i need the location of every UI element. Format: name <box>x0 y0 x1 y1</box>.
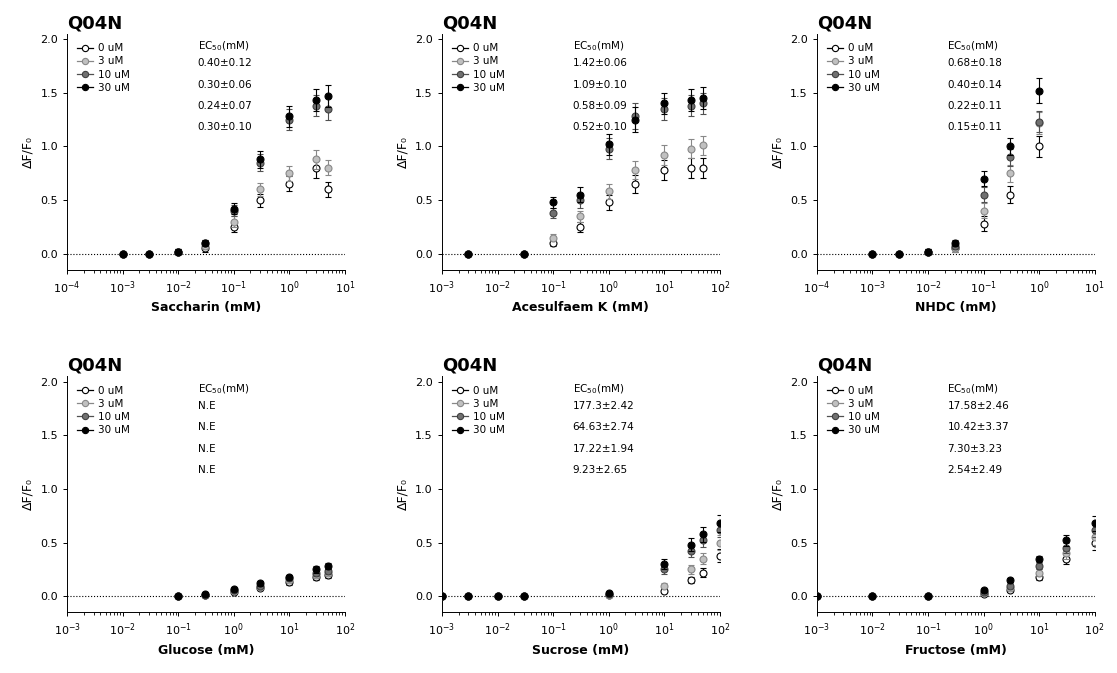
Legend: 0 uM, 3 uM, 10 uM, 30 uM: 0 uM, 3 uM, 10 uM, 30 uM <box>450 384 507 437</box>
Text: 10.42±3.37: 10.42±3.37 <box>947 422 1009 432</box>
X-axis label: NHDC (mM): NHDC (mM) <box>915 301 996 314</box>
Text: Q04N: Q04N <box>817 14 872 32</box>
Text: 17.22±1.94: 17.22±1.94 <box>573 444 634 454</box>
Y-axis label: ΔF/F₀: ΔF/F₀ <box>21 479 35 510</box>
Legend: 0 uM, 3 uM, 10 uM, 30 uM: 0 uM, 3 uM, 10 uM, 30 uM <box>825 384 881 437</box>
Text: 64.63±2.74: 64.63±2.74 <box>573 422 634 432</box>
Text: 0.24±0.07: 0.24±0.07 <box>198 101 252 111</box>
Text: N.E: N.E <box>198 465 216 474</box>
Text: 0.15±0.11: 0.15±0.11 <box>947 122 1002 132</box>
Text: 0.22±0.11: 0.22±0.11 <box>947 101 1002 111</box>
Legend: 0 uM, 3 uM, 10 uM, 30 uM: 0 uM, 3 uM, 10 uM, 30 uM <box>825 41 881 95</box>
Text: 0.52±0.10: 0.52±0.10 <box>573 122 628 132</box>
Text: EC$_{50}$(mM): EC$_{50}$(mM) <box>198 40 249 53</box>
Y-axis label: ΔF/F₀: ΔF/F₀ <box>21 136 35 168</box>
Legend: 0 uM, 3 uM, 10 uM, 30 uM: 0 uM, 3 uM, 10 uM, 30 uM <box>75 41 132 95</box>
Text: Q04N: Q04N <box>442 14 497 32</box>
Text: EC$_{50}$(mM): EC$_{50}$(mM) <box>198 382 249 396</box>
Text: EC$_{50}$(mM): EC$_{50}$(mM) <box>947 382 999 396</box>
Text: N.E: N.E <box>198 444 216 454</box>
Y-axis label: ΔF/F₀: ΔF/F₀ <box>397 136 410 168</box>
Text: 7.30±3.23: 7.30±3.23 <box>947 444 1002 454</box>
Text: 0.40±0.12: 0.40±0.12 <box>198 59 252 69</box>
X-axis label: Saccharin (mM): Saccharin (mM) <box>151 301 261 314</box>
Text: EC$_{50}$(mM): EC$_{50}$(mM) <box>573 382 624 396</box>
Text: 177.3±2.42: 177.3±2.42 <box>573 401 634 411</box>
Text: Q04N: Q04N <box>442 357 497 375</box>
Text: N.E: N.E <box>198 422 216 432</box>
Text: N.E: N.E <box>198 401 216 411</box>
Text: 1.09±0.10: 1.09±0.10 <box>573 79 628 90</box>
Legend: 0 uM, 3 uM, 10 uM, 30 uM: 0 uM, 3 uM, 10 uM, 30 uM <box>75 384 132 437</box>
Text: Q04N: Q04N <box>67 14 122 32</box>
X-axis label: Glucose (mM): Glucose (mM) <box>157 643 255 657</box>
Legend: 0 uM, 3 uM, 10 uM, 30 uM: 0 uM, 3 uM, 10 uM, 30 uM <box>450 41 507 95</box>
Text: 2.54±2.49: 2.54±2.49 <box>947 465 1003 474</box>
Text: 0.68±0.18: 0.68±0.18 <box>947 59 1002 69</box>
Text: 17.58±2.46: 17.58±2.46 <box>947 401 1009 411</box>
Y-axis label: ΔF/F₀: ΔF/F₀ <box>397 479 410 510</box>
X-axis label: Fructose (mM): Fructose (mM) <box>905 643 1006 657</box>
Text: 0.58±0.09: 0.58±0.09 <box>573 101 628 111</box>
Y-axis label: ΔF/F₀: ΔF/F₀ <box>772 479 784 510</box>
X-axis label: Acesulfaem K (mM): Acesulfaem K (mM) <box>513 301 649 314</box>
Text: 1.42±0.06: 1.42±0.06 <box>573 59 628 69</box>
Text: Q04N: Q04N <box>67 357 122 375</box>
Y-axis label: ΔF/F₀: ΔF/F₀ <box>772 136 784 168</box>
X-axis label: Sucrose (mM): Sucrose (mM) <box>532 643 630 657</box>
Text: Q04N: Q04N <box>817 357 872 375</box>
Text: 0.40±0.14: 0.40±0.14 <box>947 79 1002 90</box>
Text: 0.30±0.06: 0.30±0.06 <box>198 79 252 90</box>
Text: EC$_{50}$(mM): EC$_{50}$(mM) <box>573 40 624 53</box>
Text: EC$_{50}$(mM): EC$_{50}$(mM) <box>947 40 999 53</box>
Text: 0.30±0.10: 0.30±0.10 <box>198 122 252 132</box>
Text: 9.23±2.65: 9.23±2.65 <box>573 465 628 474</box>
